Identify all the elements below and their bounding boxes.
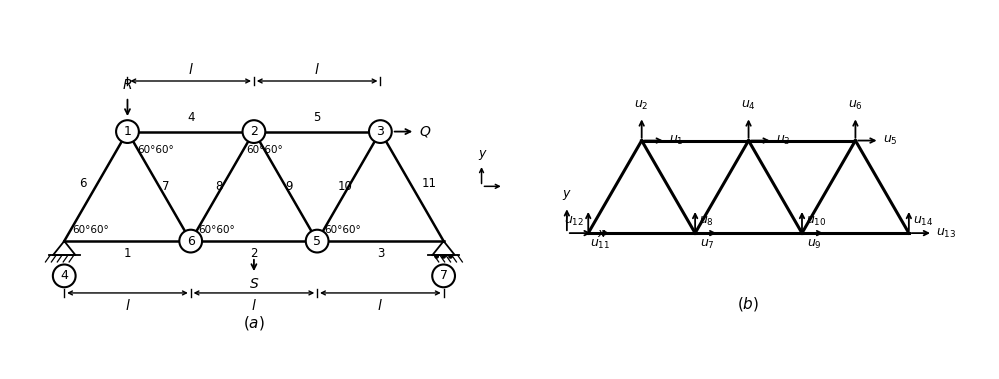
Text: $u_3$: $u_3$ xyxy=(776,134,790,147)
Text: $u_8$: $u_8$ xyxy=(699,215,714,228)
Text: $y$: $y$ xyxy=(562,188,571,202)
Text: $(b)$: $(b)$ xyxy=(737,294,759,313)
Text: 11: 11 xyxy=(422,177,437,190)
Text: $l$: $l$ xyxy=(315,61,320,77)
Text: $x$: $x$ xyxy=(596,227,606,240)
Circle shape xyxy=(243,120,266,143)
Text: $u_4$: $u_4$ xyxy=(741,99,756,112)
Text: $l$: $l$ xyxy=(378,298,384,313)
Text: 10: 10 xyxy=(339,180,353,193)
Text: 6: 6 xyxy=(187,235,195,247)
Text: 1: 1 xyxy=(124,247,131,260)
Text: $u_{10}$: $u_{10}$ xyxy=(806,215,827,228)
Text: 7: 7 xyxy=(440,269,448,282)
Text: $l$: $l$ xyxy=(125,298,130,313)
Text: 6: 6 xyxy=(79,177,86,190)
Circle shape xyxy=(435,255,439,258)
Text: R: R xyxy=(123,78,132,92)
Text: 7: 7 xyxy=(162,180,169,193)
Text: 60°60°: 60°60° xyxy=(72,225,109,235)
Text: 60°60°: 60°60° xyxy=(325,225,362,235)
Circle shape xyxy=(116,120,139,143)
Text: 8: 8 xyxy=(216,180,223,193)
Text: $l$: $l$ xyxy=(251,298,257,313)
Text: 2: 2 xyxy=(250,247,258,260)
Text: 60°60°: 60°60° xyxy=(247,146,283,155)
Text: $u_2$: $u_2$ xyxy=(634,99,649,112)
Text: $u_6$: $u_6$ xyxy=(848,99,863,112)
Text: 9: 9 xyxy=(285,180,293,193)
Text: 3: 3 xyxy=(377,247,384,260)
Text: $u_{11}$: $u_{11}$ xyxy=(590,238,610,251)
Circle shape xyxy=(179,230,202,252)
Text: $(a)$: $(a)$ xyxy=(243,314,265,332)
Text: $u_9$: $u_9$ xyxy=(806,238,821,251)
Text: y: y xyxy=(478,147,486,160)
Text: 60°60°: 60°60° xyxy=(198,225,235,235)
Text: 60°60°: 60°60° xyxy=(137,146,174,155)
Text: $u_5$: $u_5$ xyxy=(883,134,897,147)
Circle shape xyxy=(449,255,453,258)
Text: 2: 2 xyxy=(250,125,258,138)
Text: $u_1$: $u_1$ xyxy=(669,134,683,147)
Circle shape xyxy=(442,255,446,258)
Circle shape xyxy=(53,265,76,287)
Text: $l$: $l$ xyxy=(188,61,194,77)
Circle shape xyxy=(433,265,455,287)
Text: 5: 5 xyxy=(314,111,321,124)
Text: 1: 1 xyxy=(124,125,132,138)
Text: $u_{13}$: $u_{13}$ xyxy=(936,227,956,240)
Text: 4: 4 xyxy=(187,111,195,124)
Circle shape xyxy=(306,230,329,252)
Text: 5: 5 xyxy=(313,235,321,247)
Text: $u_{12}$: $u_{12}$ xyxy=(563,215,584,228)
Circle shape xyxy=(369,120,392,143)
Text: Q: Q xyxy=(420,125,431,139)
Text: $u_{14}$: $u_{14}$ xyxy=(913,215,934,228)
Text: 4: 4 xyxy=(60,269,68,282)
Text: S: S xyxy=(250,277,259,290)
Text: $u_7$: $u_7$ xyxy=(699,238,714,251)
Text: 3: 3 xyxy=(377,125,385,138)
